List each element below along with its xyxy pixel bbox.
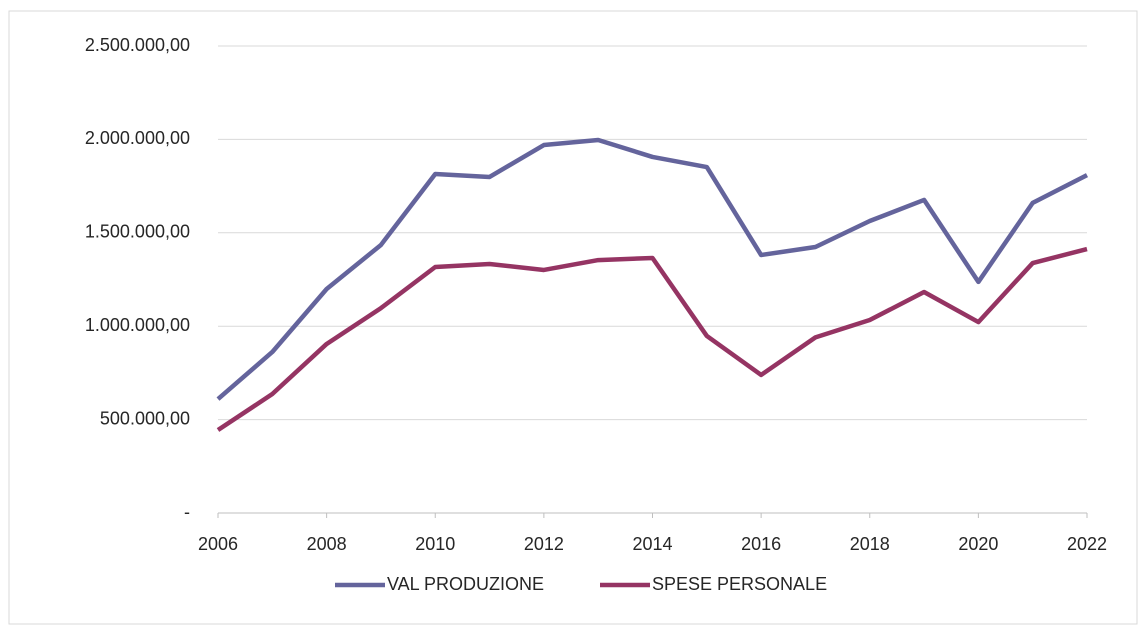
y-tick-label: - bbox=[184, 502, 190, 522]
x-tick-label: 2018 bbox=[850, 534, 890, 554]
x-tick-label: 2020 bbox=[958, 534, 998, 554]
legend-label: SPESE PERSONALE bbox=[652, 574, 827, 594]
series-line bbox=[216, 246, 1088, 432]
y-tick-label: 1.000.000,00 bbox=[85, 315, 190, 335]
x-tick-label: 2010 bbox=[415, 534, 455, 554]
x-tick-label: 2008 bbox=[307, 534, 347, 554]
chart-frame bbox=[8, 10, 1138, 625]
y-tick-label: 1.500.000,00 bbox=[85, 222, 190, 242]
y-tick-label: 500.000,00 bbox=[100, 408, 190, 428]
legend-label: VAL PRODUZIONE bbox=[387, 574, 544, 594]
y-tick-label: 2.000.000,00 bbox=[85, 128, 190, 148]
x-tick-label: 2014 bbox=[632, 534, 672, 554]
x-tick-label: 2016 bbox=[741, 534, 781, 554]
x-tick-label: 2012 bbox=[524, 534, 564, 554]
x-tick-label: 2006 bbox=[198, 534, 238, 554]
y-tick-label: 2.500.000,00 bbox=[85, 35, 190, 55]
x-tick-label: 2022 bbox=[1067, 534, 1107, 554]
series-line bbox=[216, 137, 1089, 401]
